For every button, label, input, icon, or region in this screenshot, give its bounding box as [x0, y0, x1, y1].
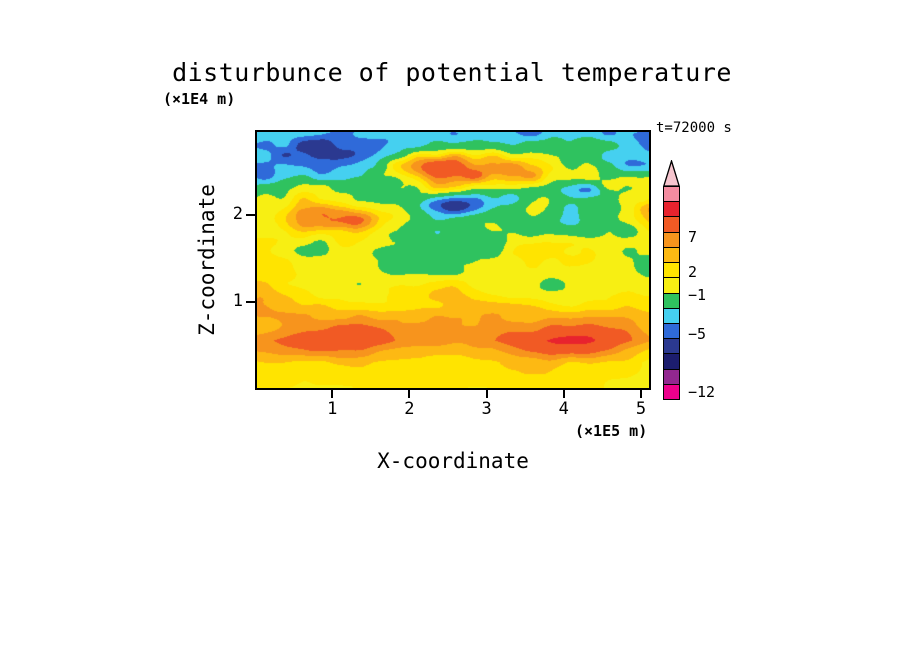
- colorbar-tick-label: 2: [688, 263, 698, 282]
- colorbar-segment: [663, 338, 680, 355]
- colorbar-tick-label: −12: [688, 383, 716, 402]
- colorbar-segment: [663, 383, 680, 401]
- x-tick-mark: [331, 390, 334, 398]
- colorbar-arrow-tip: [663, 160, 680, 187]
- colorbar-tick-label: −5: [688, 325, 707, 344]
- x-tick-label: 5: [635, 399, 647, 419]
- plot-frame: [255, 130, 651, 390]
- x-tick-label: 4: [558, 399, 569, 419]
- chart-title: disturbunce of potential temperature: [172, 58, 732, 87]
- x-axis-label: X-coordinate: [377, 449, 529, 473]
- colorbar-segment: [663, 201, 680, 218]
- y-tick-mark: [246, 213, 255, 216]
- colorbar-segment: [663, 353, 680, 370]
- colorbar-segment: [663, 277, 680, 294]
- x-tick-mark: [485, 390, 488, 398]
- x-tick-mark: [639, 390, 642, 398]
- x-tick-mark: [562, 390, 565, 398]
- y-tick-label: 1: [232, 291, 243, 312]
- colorbar-segment: [663, 216, 680, 233]
- colorbar-segment: [663, 231, 680, 248]
- colorbar-segment: [663, 307, 680, 324]
- y-tick-label: 2: [232, 203, 243, 224]
- x-tick-mark: [408, 390, 411, 398]
- colorbar-arrow-tip-shape: [663, 160, 680, 187]
- x-axis-units-label: (×1E5 m): [575, 422, 648, 440]
- colorbar-segment: [663, 292, 680, 309]
- colorbar-segments: [663, 186, 680, 401]
- colorbar-segment: [663, 322, 680, 340]
- colorbar-tick-label: −1: [688, 286, 707, 305]
- contour-field-canvas: [257, 132, 649, 388]
- time-annotation: t=72000 s: [656, 120, 732, 136]
- x-tick-label: 3: [481, 399, 492, 419]
- x-tick-label: 2: [404, 399, 415, 419]
- colorbar-segment: [663, 262, 680, 279]
- colorbar-tick-label: 7: [688, 227, 698, 246]
- colorbar-segment: [663, 246, 680, 264]
- colorbar-segment: [663, 368, 680, 385]
- y-axis-units-label: (×1E4 m): [163, 90, 236, 108]
- colorbar-segment: [663, 186, 680, 203]
- y-tick-mark: [246, 301, 255, 304]
- x-tick-label: 1: [327, 399, 338, 419]
